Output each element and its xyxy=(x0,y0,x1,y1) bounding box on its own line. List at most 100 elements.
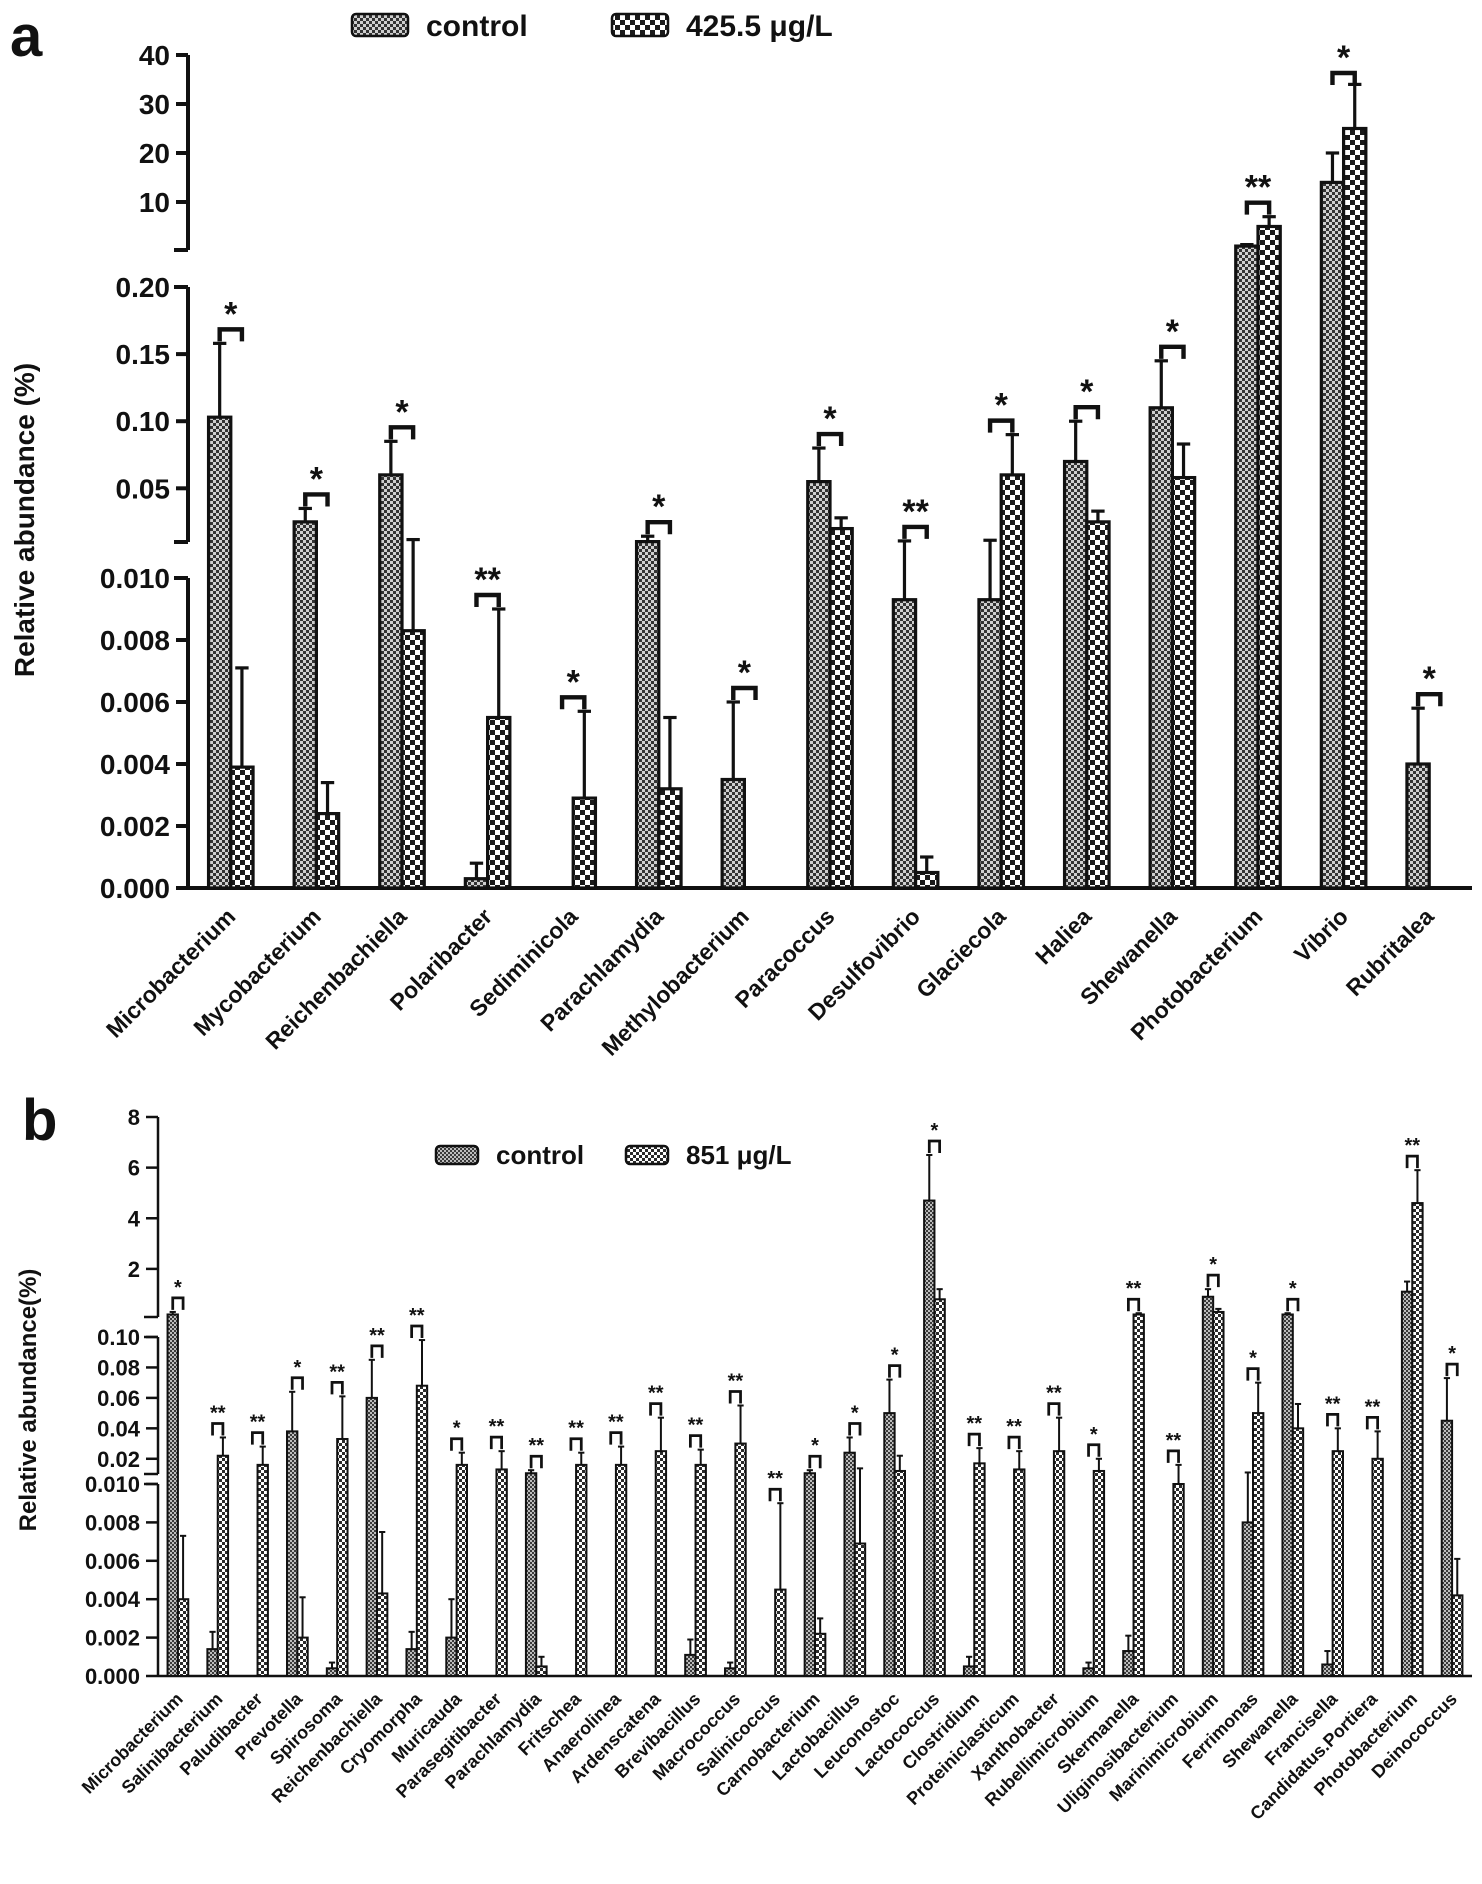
y-tick-label: 0.05 xyxy=(116,473,171,504)
bar-treatment xyxy=(1170,475,1197,890)
bar-control xyxy=(891,598,918,890)
significance-bracket xyxy=(388,425,416,440)
bar-treatment xyxy=(495,1468,508,1678)
y-axis-label: Relative abundance(%) xyxy=(15,1269,42,1532)
y-tick-label: 0.15 xyxy=(116,339,171,370)
bar-control xyxy=(206,1648,219,1677)
bar-control xyxy=(883,1412,896,1677)
bar-treatment xyxy=(1331,1450,1344,1677)
bar-control xyxy=(378,473,404,890)
significance-bracket xyxy=(211,1422,225,1436)
category-label: Glaciecola xyxy=(911,903,1011,1003)
significance-bracket xyxy=(1415,692,1443,707)
significance-bracket xyxy=(569,1437,583,1451)
significance-bracket xyxy=(1244,200,1272,215)
significance-bracket xyxy=(1330,70,1357,85)
significance-bracket xyxy=(1405,1154,1419,1169)
bar-control xyxy=(720,777,746,890)
y-tick-label: 4 xyxy=(128,1206,141,1231)
bar-treatment xyxy=(1252,1412,1265,1677)
significance-label: ** xyxy=(369,1325,385,1347)
legend-swatch xyxy=(610,12,670,38)
significance-bracket xyxy=(1365,1416,1380,1430)
significance-bracket xyxy=(330,1380,344,1395)
significance-bracket xyxy=(848,1422,862,1436)
bar-control xyxy=(977,598,1003,890)
y-tick-label: 0.006 xyxy=(100,687,170,718)
bar-control xyxy=(325,1667,339,1677)
significance-label: ** xyxy=(489,1416,505,1438)
y-tick-label: 6 xyxy=(128,1156,140,1181)
significance-label: * xyxy=(652,488,666,526)
bar-treatment xyxy=(1052,1450,1066,1677)
category-label: Rubritalea xyxy=(1341,903,1439,1001)
y-tick-label: 0.04 xyxy=(97,1416,141,1441)
significance-bracket xyxy=(1246,1367,1260,1381)
bar-treatment xyxy=(1085,520,1111,890)
bar-control xyxy=(524,1472,538,1677)
y-tick-label: 0.10 xyxy=(116,406,171,437)
significance-bracket xyxy=(731,685,758,700)
significance-bracket xyxy=(1073,405,1101,420)
bar-treatment xyxy=(535,1665,548,1678)
category-label: Reichenbachiella xyxy=(260,903,411,1054)
category-label: Methylobacterium xyxy=(596,903,754,1061)
bar-control xyxy=(365,1396,379,1678)
bar-treatment xyxy=(853,1542,867,1678)
y-tick-label: 0.004 xyxy=(85,1587,141,1612)
significance-label: * xyxy=(1080,373,1094,411)
significance-label: * xyxy=(995,387,1009,425)
significance-bracket xyxy=(217,327,245,342)
bar-control xyxy=(1241,1521,1254,1678)
bar-control xyxy=(1201,1295,1215,1677)
bar-treatment xyxy=(814,1632,827,1678)
bar-treatment xyxy=(336,1437,349,1677)
significance-bracket xyxy=(370,1344,384,1358)
significance-bracket xyxy=(1286,1297,1300,1312)
bar-treatment xyxy=(1451,1594,1464,1677)
bar-control xyxy=(1321,1663,1334,1677)
bar-treatment xyxy=(176,1598,190,1677)
bar-control xyxy=(286,1430,299,1678)
significance-label: ** xyxy=(528,1435,544,1457)
bar-treatment xyxy=(216,1454,230,1677)
bar-treatment xyxy=(1212,1310,1225,1678)
bar-control xyxy=(166,1313,179,1678)
bar-treatment xyxy=(614,1463,628,1678)
significance-bracket xyxy=(1445,1362,1459,1377)
significance-bracket xyxy=(290,1376,304,1390)
significance-bracket xyxy=(559,695,587,710)
significance-bracket xyxy=(303,492,330,507)
significance-bracket xyxy=(1007,1435,1021,1450)
y-tick-label: 0.06 xyxy=(97,1386,140,1411)
y-tick-label: 0.006 xyxy=(85,1549,140,1574)
significance-label: * xyxy=(738,654,752,692)
significance-bracket xyxy=(645,520,673,535)
bar-control xyxy=(1082,1667,1095,1677)
bar-control xyxy=(1319,180,1346,890)
legend-label: control xyxy=(496,1140,584,1170)
legend-label: 425.5 μg/L xyxy=(686,10,833,43)
significance-label: ** xyxy=(329,1361,345,1383)
bar-treatment xyxy=(999,473,1026,890)
significance-bracket xyxy=(171,1296,185,1310)
significance-label: ** xyxy=(1166,1430,1182,1452)
bar-treatment xyxy=(575,1463,588,1678)
significance-label: ** xyxy=(767,1468,783,1490)
significance-label: * xyxy=(224,295,238,333)
legend-swatch xyxy=(434,1144,480,1166)
bar-control xyxy=(843,1451,856,1677)
bar-treatment xyxy=(694,1463,707,1678)
significance-label: ** xyxy=(1046,1383,1062,1405)
significance-label: * xyxy=(453,1418,461,1440)
bar-control xyxy=(1122,1650,1135,1678)
bar-control xyxy=(206,415,233,890)
significance-label: ** xyxy=(1404,1135,1420,1157)
y-tick-label: 0.004 xyxy=(100,749,170,780)
bar-control xyxy=(1234,244,1260,890)
y-tick-label: 0.010 xyxy=(85,1472,140,1497)
significance-bracket xyxy=(688,1434,703,1448)
significance-label: ** xyxy=(474,561,501,599)
significance-label: * xyxy=(823,400,837,438)
